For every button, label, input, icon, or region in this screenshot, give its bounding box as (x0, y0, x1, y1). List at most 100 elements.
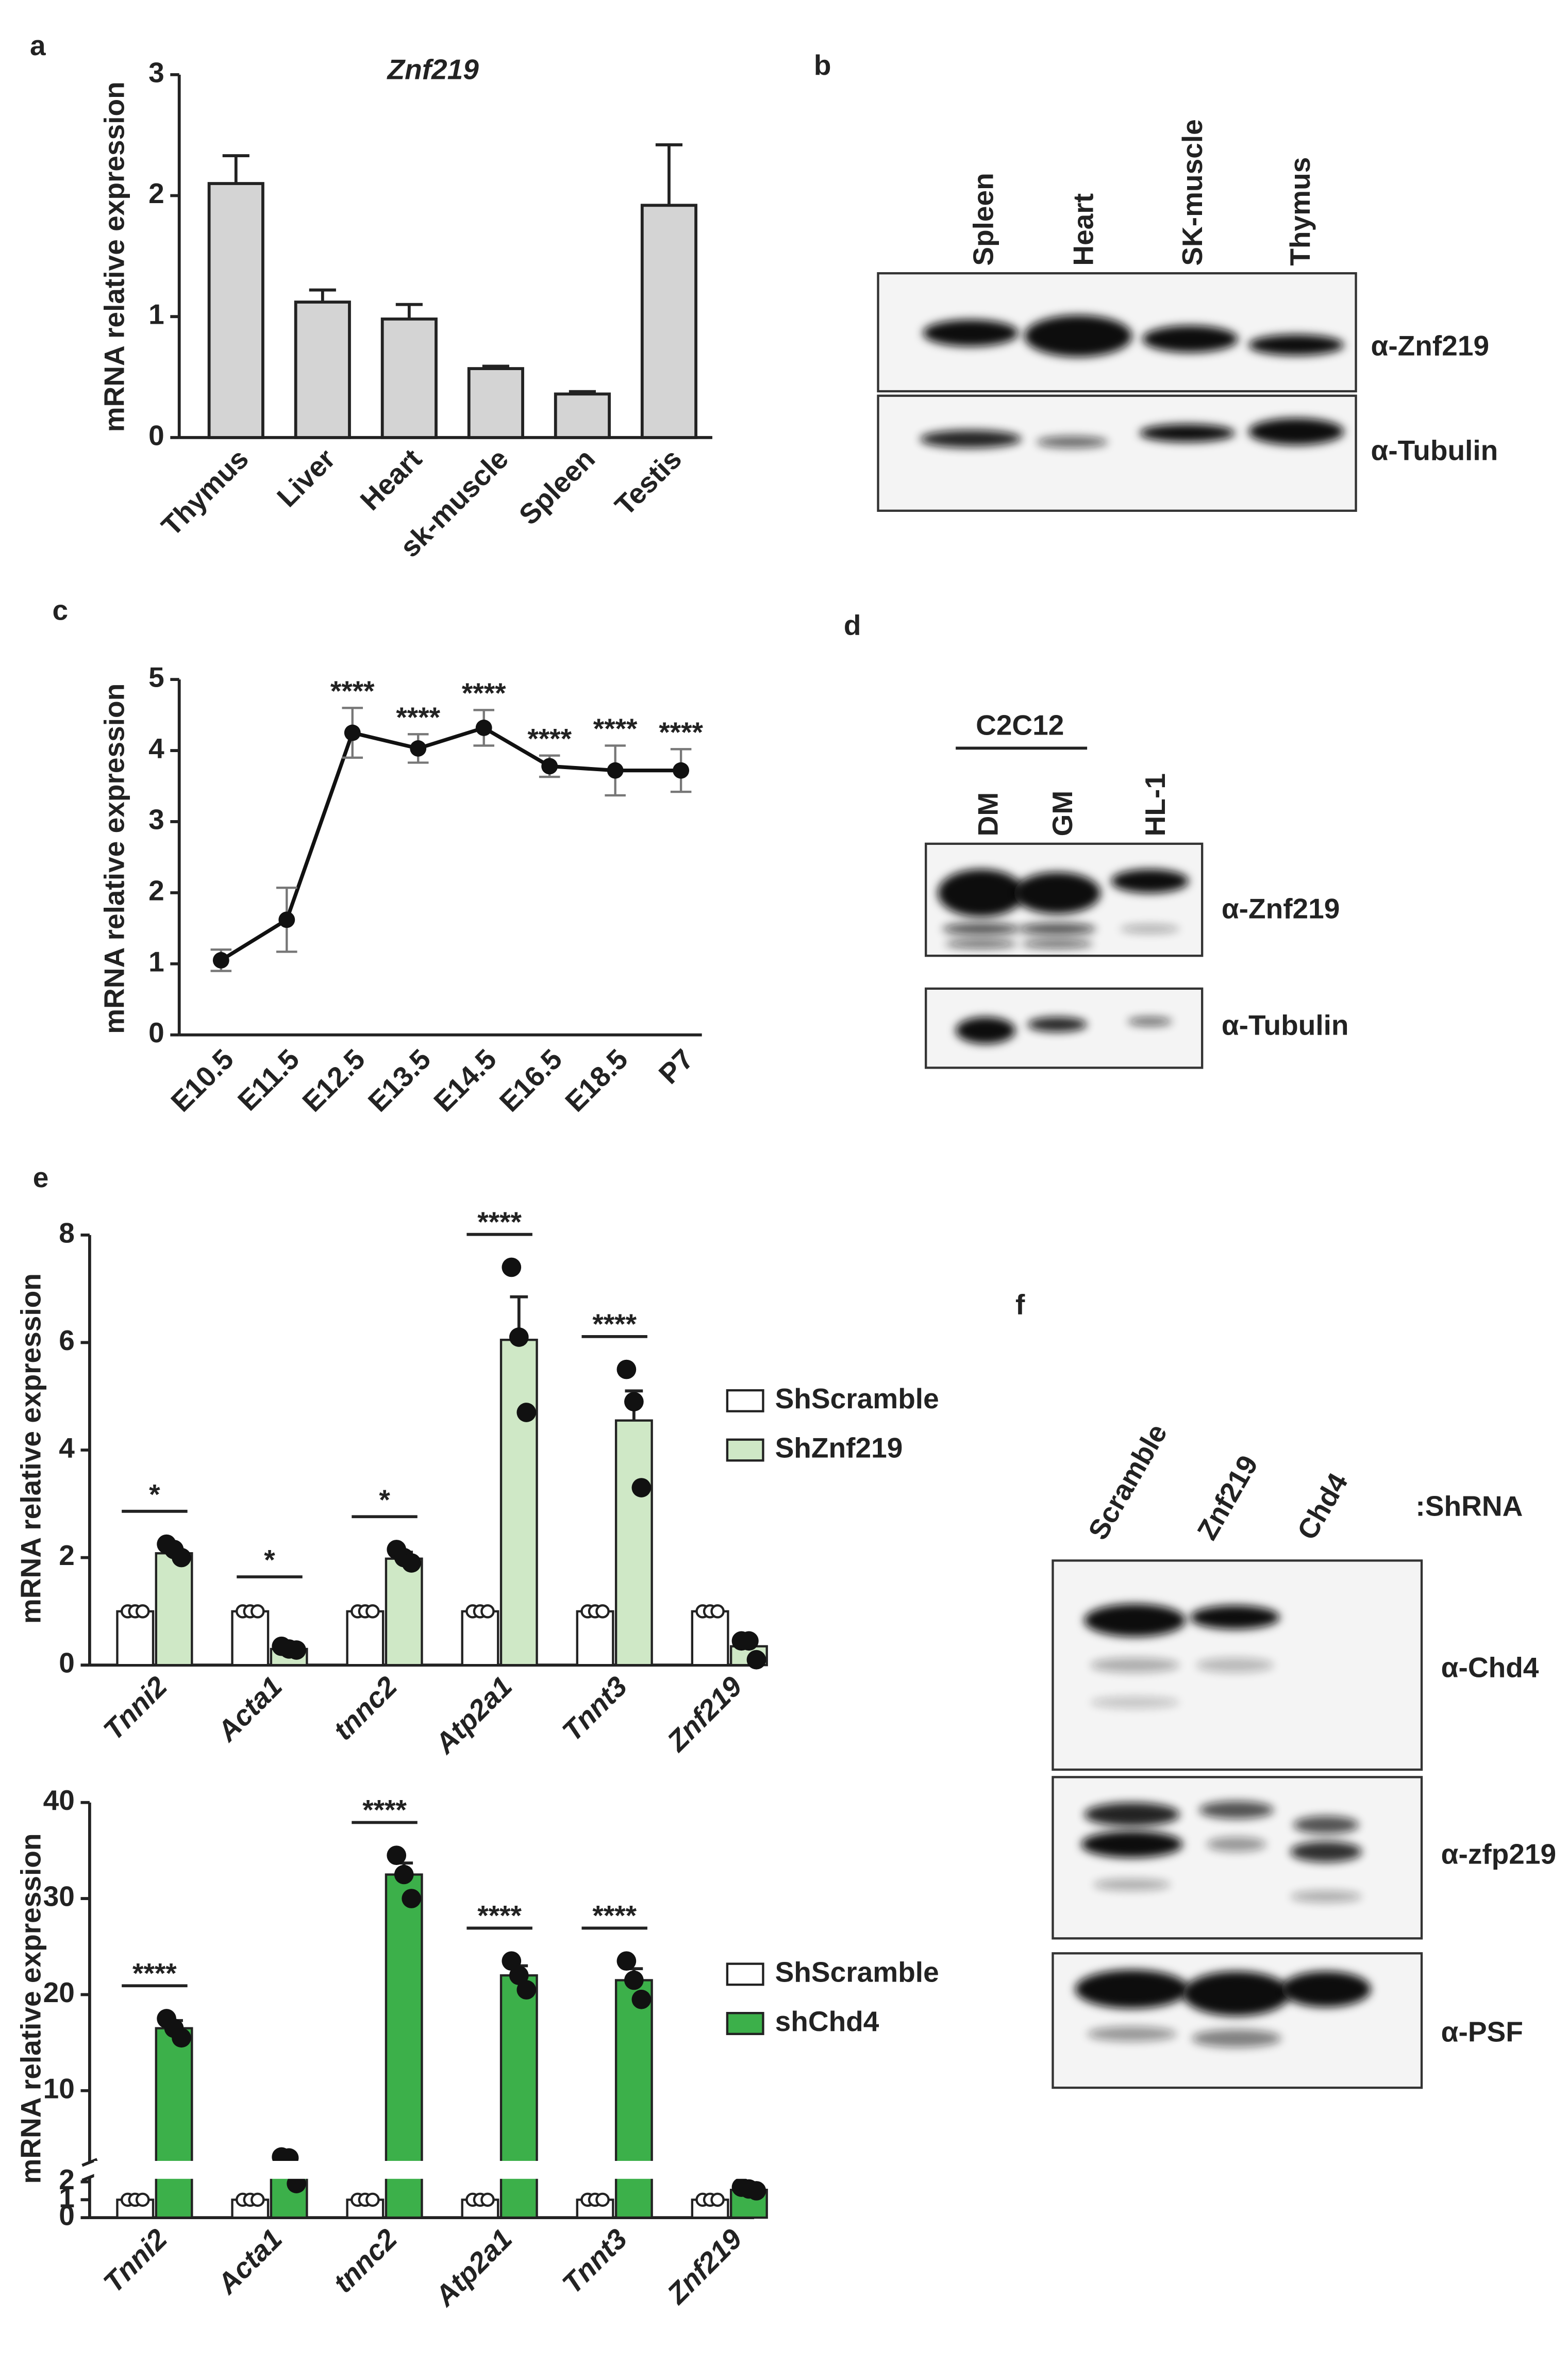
blot-band (1290, 1890, 1362, 1903)
legend-swatch (726, 1389, 764, 1412)
blot-band (956, 1017, 1016, 1044)
bar (385, 1557, 423, 1667)
replicate-point (746, 2181, 766, 2201)
chart-title: Znf219 (387, 54, 479, 86)
replicate-point (616, 1951, 637, 1971)
blot-band (1090, 1696, 1180, 1709)
legend-swatch (726, 2012, 764, 2035)
antibody-label: α-zfp219 (1441, 1838, 1556, 1870)
replicate-point (402, 1553, 422, 1573)
bar (155, 2027, 193, 2219)
point (607, 762, 624, 779)
bar (499, 1339, 538, 1667)
blot-band (938, 869, 1025, 917)
panel-label: f (1015, 1288, 1025, 1320)
replicate-point (287, 1640, 306, 1660)
blot-band (920, 430, 1022, 448)
blot-band (1182, 1971, 1291, 2016)
x-tick-label: E12.5 (296, 1043, 371, 1118)
significance-label: * (379, 1484, 390, 1516)
bar (576, 1610, 614, 1667)
replicate-point (710, 1604, 725, 1619)
replicate-point (624, 1392, 644, 1411)
lane-label: Heart (1067, 193, 1099, 266)
y-tick-label: 10 (43, 2072, 75, 2104)
x-tick-label: E14.5 (427, 1043, 503, 1118)
y-axis-label: mRNA relative expression (98, 81, 130, 432)
x-tick-label: E13.5 (362, 1043, 437, 1118)
replicate-point (516, 1403, 537, 1422)
lane-label: Thymus (1284, 157, 1316, 266)
replicate-point (480, 1604, 495, 1619)
y-tick-label: 20 (43, 1976, 75, 2008)
significance-label: **** (362, 1794, 407, 1826)
legend-label: shChd4 (775, 2005, 879, 2037)
replicate-point (595, 1604, 610, 1619)
y-tick-label: 3 (148, 56, 164, 88)
annotation: **** (593, 712, 638, 744)
blot-band (1036, 436, 1108, 448)
panel-label: e (33, 1161, 49, 1193)
replicate-point (480, 2192, 495, 2207)
bar (691, 1610, 729, 1667)
y-tick-label: 8 (59, 1217, 75, 1248)
bar (207, 182, 264, 439)
y-tick-label: 0 (148, 419, 164, 451)
replicate-point (172, 2028, 191, 2048)
significance-label: **** (592, 1900, 637, 1932)
blot-band (1293, 1816, 1359, 1834)
antibody-label: α-Tubulin (1222, 1009, 1349, 1041)
blot-band (1290, 1841, 1362, 1862)
x-tick-label: E11.5 (231, 1043, 305, 1117)
blot-band (1021, 939, 1093, 948)
blot-band (1084, 1604, 1186, 1637)
x-tick-label: E18.5 (559, 1043, 634, 1118)
x-tick-label: Liver (271, 443, 341, 513)
error-bar (395, 303, 423, 319)
lane-note: :ShRNA (1415, 1490, 1523, 1522)
bar (385, 1873, 423, 2219)
y-tick-label: 2 (148, 874, 164, 906)
y-tick-label: 0 (59, 2200, 75, 2232)
bar (461, 1610, 499, 1667)
legend-swatch (726, 1438, 764, 1462)
blot-band (1127, 1017, 1173, 1026)
x-tick-label: Atp2a1 (428, 1670, 518, 1760)
panel-label: d (844, 609, 861, 641)
blot-membrane (877, 394, 1357, 512)
lane-label: Spleen (968, 173, 999, 265)
blot-band (945, 939, 1017, 948)
significance-label: **** (132, 1957, 177, 1989)
lane-label: Znf219 (1191, 1450, 1264, 1545)
bar (116, 1610, 155, 1667)
replicate-point (509, 1327, 529, 1347)
x-tick-label: tnnc2 (327, 1670, 404, 1746)
y-tick-label: 1 (59, 2182, 75, 2213)
bar (554, 392, 611, 439)
blot-band (1196, 1657, 1274, 1673)
significance-label: **** (477, 1206, 522, 1238)
line (220, 725, 681, 962)
bar (294, 301, 351, 439)
replicate-point (502, 1951, 522, 1971)
y-tick-label: 3 (148, 803, 164, 835)
bar (155, 1552, 193, 1667)
x-tick-label: Atp2a1 (428, 2223, 518, 2313)
point (278, 911, 295, 928)
significance-label: **** (592, 1308, 637, 1340)
bar (467, 367, 524, 439)
legend-label: ShScramble (775, 1383, 939, 1414)
y-tick-label: 4 (148, 732, 164, 764)
point (410, 740, 427, 757)
replicate-point (746, 1650, 766, 1670)
blot-band (1206, 1837, 1266, 1852)
replicate-point (251, 2192, 265, 2207)
legend-label: ShScramble (775, 1956, 939, 1988)
y-tick-label: 30 (43, 1880, 75, 1912)
bar (346, 1610, 385, 1667)
y-axis-label: mRNA relative expression (14, 1833, 46, 2184)
replicate-point (616, 1359, 637, 1379)
error-bar (309, 288, 336, 303)
antibody-label: α-PSF (1441, 2016, 1523, 2047)
